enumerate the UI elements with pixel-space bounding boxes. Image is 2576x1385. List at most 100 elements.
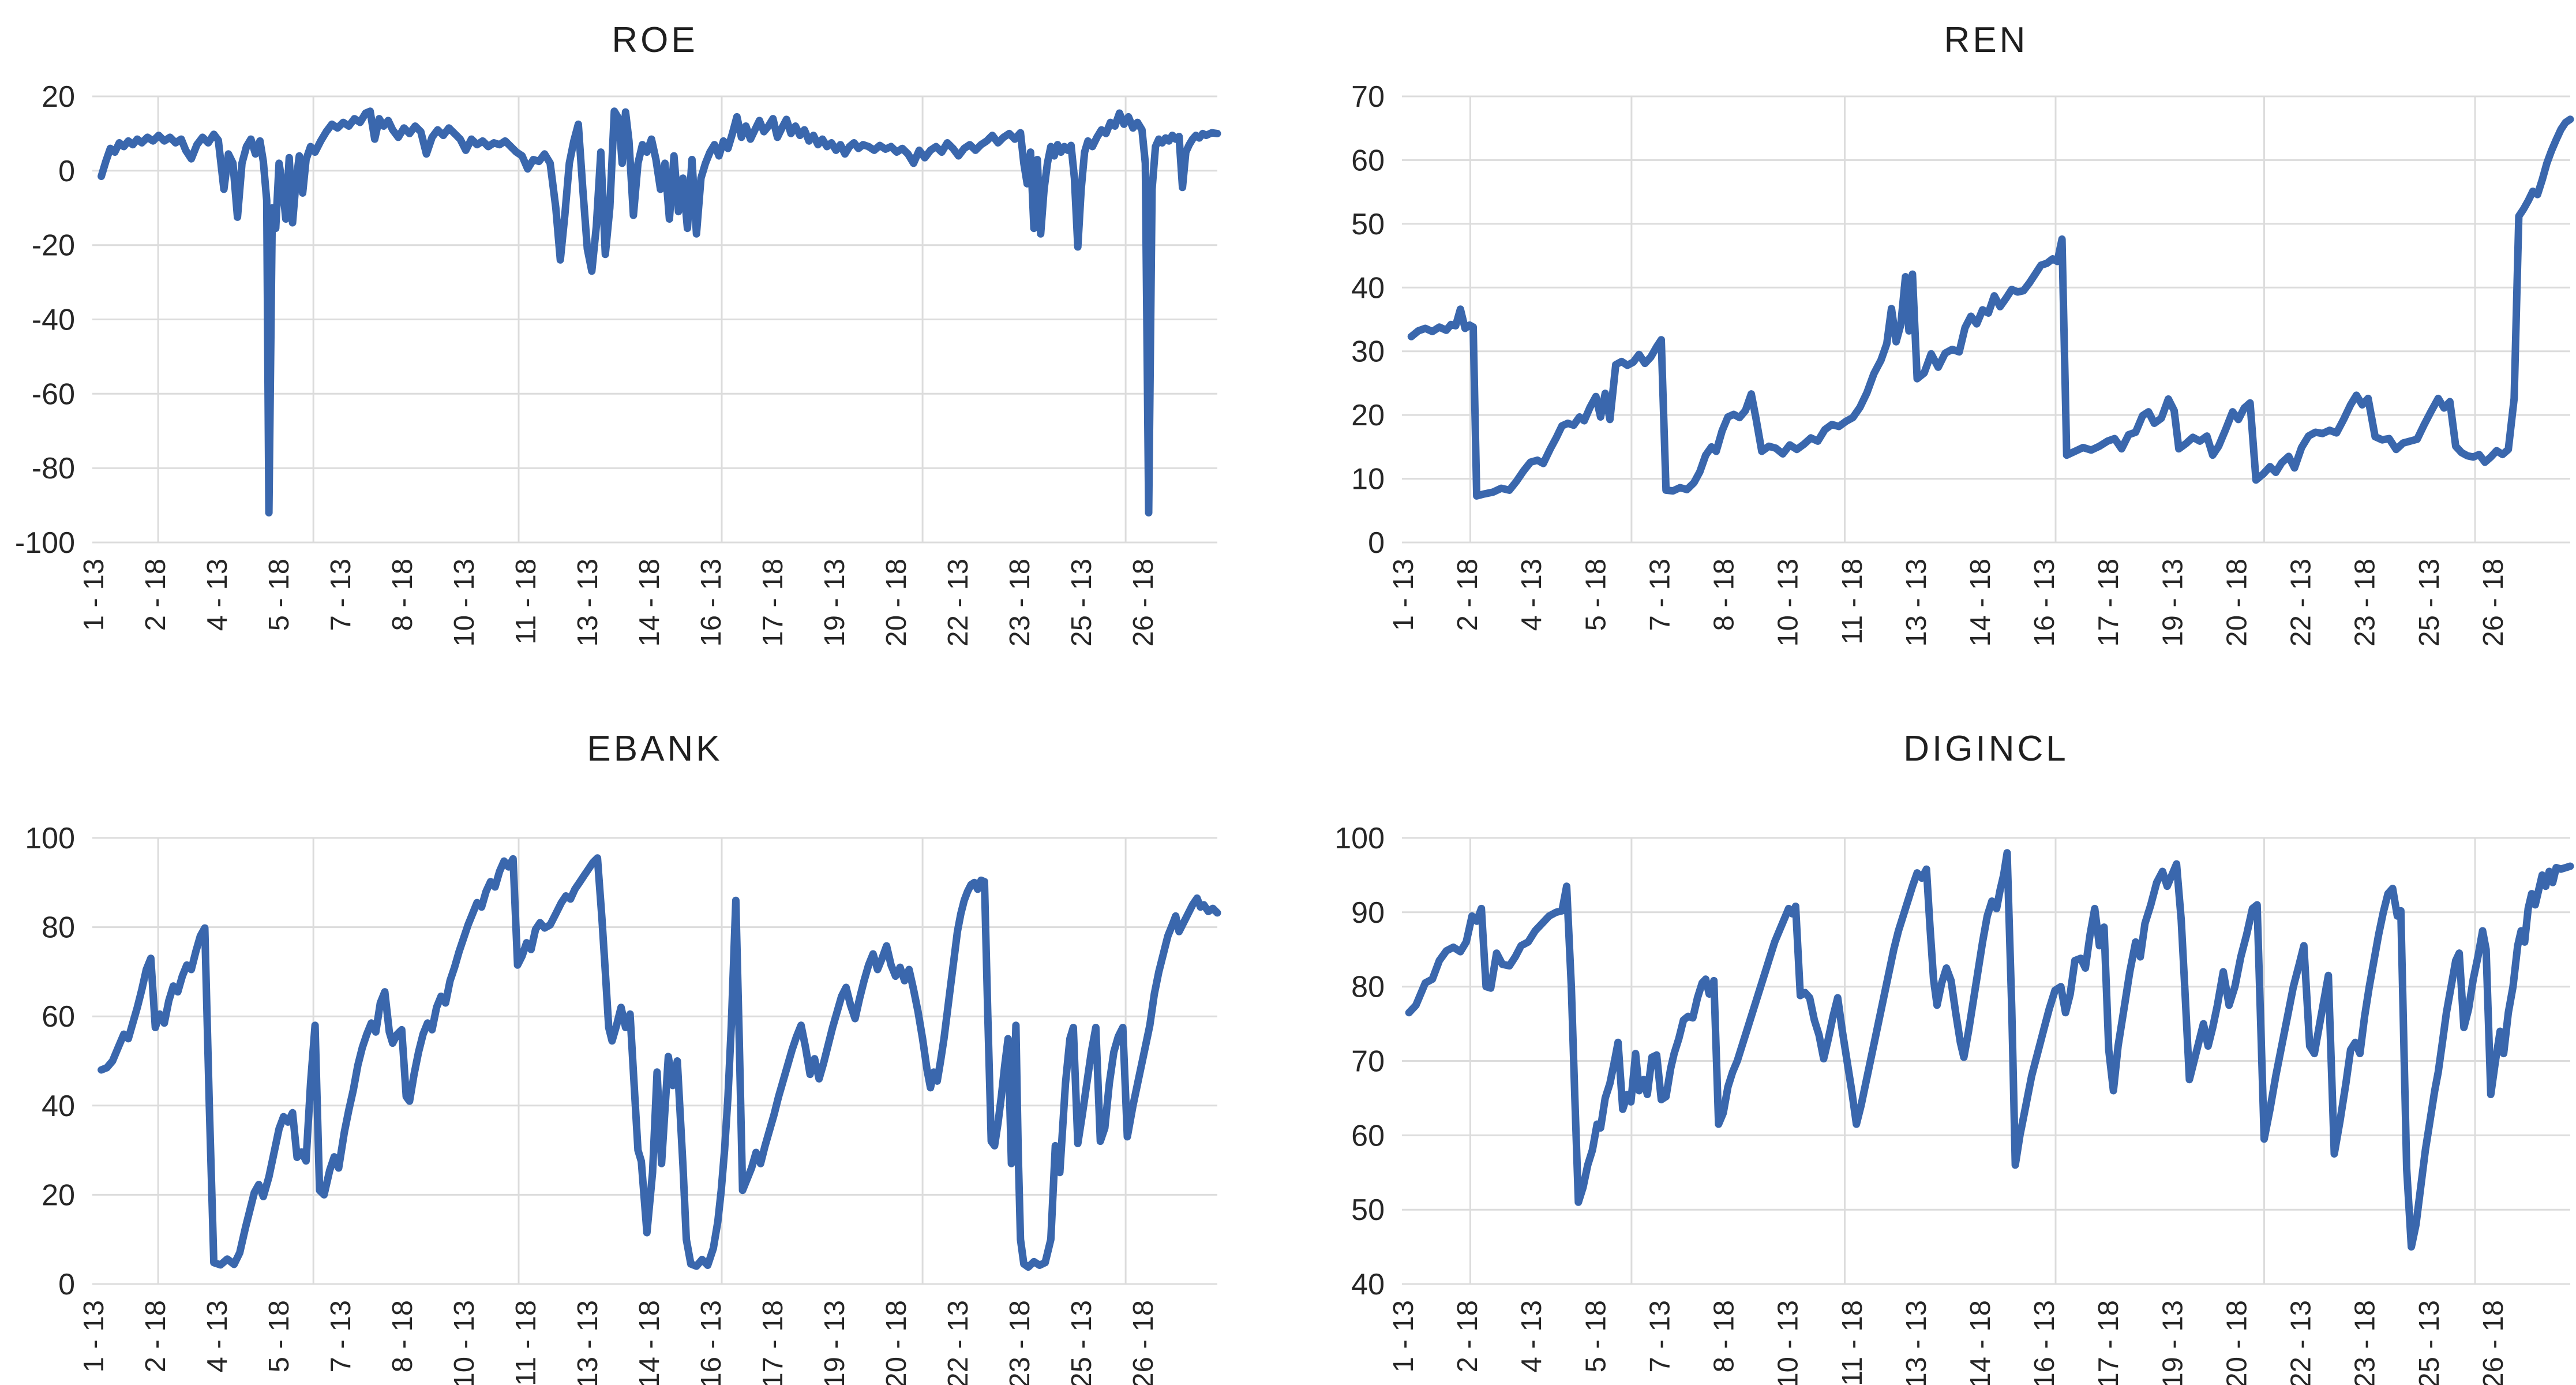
- x-tick-label: 10 - 13: [1773, 559, 1804, 647]
- ren-line-chart: 70 60 50 40 30 20 10 01 - 13 2 - 18 4 - 13 5 - 18 7…: [1351, 80, 2574, 647]
- x-tick-label: 1 - 13: [78, 1300, 110, 1372]
- y-tick-label: 40: [1351, 1268, 1385, 1301]
- x-tick-label: 26 - 18: [2478, 1300, 2509, 1385]
- x-tick-label: 5 - 18: [264, 1300, 295, 1372]
- y-tick-label: 100: [1334, 822, 1385, 855]
- y-tick-label: 60: [1351, 1119, 1385, 1152]
- x-tick-label: 4 - 13: [1516, 1300, 1547, 1372]
- x-tick-label: 25 - 13: [2414, 559, 2445, 647]
- x-tick-label: 17 - 18: [758, 1300, 789, 1385]
- x-tick-label: 8 - 18: [1709, 1300, 1740, 1372]
- y-tick-label: -80: [32, 452, 75, 485]
- x-tick-label: 14 - 18: [634, 559, 665, 647]
- data-line: [1407, 115, 2574, 500]
- x-tick-label: 8 - 18: [387, 559, 418, 631]
- x-tick-label: 11 - 18: [511, 1300, 542, 1385]
- y-tick-label: 90: [1351, 896, 1385, 930]
- x-tick-label: 7 - 13: [1644, 559, 1675, 631]
- x-tick-label: 25 - 13: [1066, 559, 1097, 647]
- x-tick-label: 20 - 18: [2222, 559, 2253, 647]
- y-tick-label: 50: [1351, 208, 1385, 241]
- y-tick-label: 20: [42, 1178, 75, 1212]
- digincl-line-chart: 100 90 80 70 60 50 401 - 13 2 - 18 4 - 13 5 - 18 7…: [1334, 822, 2574, 1385]
- x-tick-label: 8 - 18: [387, 1300, 418, 1372]
- chart-title-ren: REN: [1944, 20, 2028, 60]
- x-tick-label: 13 - 13: [572, 559, 603, 647]
- y-tick-label: 80: [1351, 971, 1385, 1004]
- y-tick-label: -60: [32, 377, 75, 411]
- x-tick-label: 26 - 18: [1128, 559, 1159, 647]
- y-tick-label: 40: [42, 1090, 75, 1123]
- y-tick-label: 30: [1351, 335, 1385, 369]
- x-tick-label: 16 - 13: [696, 559, 727, 647]
- x-tick-label: 17 - 18: [2093, 559, 2124, 647]
- x-tick-label: 13 - 13: [572, 1300, 603, 1385]
- x-tick-label: 7 - 13: [325, 559, 357, 631]
- chart-digincl: DIGINCL 100 90 80 70 60 50 40 1 - 13 2 - 18 4 - 1…: [1288, 692, 2576, 1385]
- data-line: [1405, 849, 2574, 1251]
- x-tick-label: 13 - 13: [1901, 559, 1932, 647]
- x-tick-label: 1 - 13: [1388, 559, 1419, 631]
- x-tick-label: 4 - 13: [1516, 559, 1547, 631]
- x-tick-label: 26 - 18: [2478, 559, 2509, 647]
- x-tick-label: 22 - 13: [943, 1300, 974, 1385]
- x-tick-label: 22 - 13: [2286, 1300, 2317, 1385]
- x-tick-label: 26 - 18: [1128, 1300, 1159, 1385]
- x-tick-label: 22 - 13: [943, 559, 974, 647]
- x-tick-label: 7 - 13: [1644, 1300, 1675, 1372]
- x-tick-label: 5 - 18: [1580, 559, 1611, 631]
- x-tick-label: 20 - 18: [881, 559, 912, 647]
- chart-title-roe: ROE: [612, 20, 698, 60]
- x-tick-label: 25 - 13: [2414, 1300, 2445, 1385]
- x-tick-label: 25 - 13: [1066, 1300, 1097, 1385]
- y-tick-label: 80: [42, 911, 75, 945]
- x-tick-label: 8 - 18: [1709, 559, 1740, 631]
- y-tick-label: 100: [25, 822, 75, 855]
- y-tick-label: 60: [1351, 144, 1385, 177]
- x-tick-label: 4 - 13: [202, 1300, 233, 1372]
- x-tick-label: 11 - 18: [1837, 1300, 1868, 1385]
- x-tick-label: 23 - 18: [2350, 559, 2381, 647]
- x-tick-label: 5 - 18: [1580, 1300, 1611, 1372]
- y-tick-label: 0: [58, 1268, 75, 1301]
- x-tick-label: 10 - 13: [449, 559, 480, 647]
- x-tick-label: 13 - 13: [1901, 1300, 1932, 1385]
- y-tick-label: 40: [1351, 271, 1385, 305]
- y-tick-label: 70: [1351, 1045, 1385, 1079]
- x-tick-label: 2 - 18: [1452, 559, 1483, 631]
- y-tick-label: 60: [42, 1000, 75, 1034]
- x-tick-label: 23 - 18: [1004, 1300, 1036, 1385]
- x-tick-label: 1 - 13: [78, 559, 110, 631]
- y-tick-label: -40: [32, 304, 75, 337]
- x-tick-label: 17 - 18: [758, 559, 789, 647]
- y-tick-label: 0: [1368, 526, 1385, 560]
- x-tick-label: 19 - 13: [2157, 1300, 2188, 1385]
- x-tick-label: 22 - 13: [2286, 559, 2317, 647]
- x-tick-label: 17 - 18: [2093, 1300, 2124, 1385]
- x-tick-label: 4 - 13: [202, 559, 233, 631]
- x-tick-label: 2 - 18: [1452, 1300, 1483, 1372]
- x-tick-label: 20 - 18: [2222, 1300, 2253, 1385]
- x-tick-label: 11 - 18: [1837, 559, 1868, 645]
- y-tick-label: 20: [1351, 399, 1385, 432]
- y-tick-label: 0: [58, 155, 75, 188]
- data-line: [98, 107, 1221, 516]
- x-tick-label: 7 - 13: [325, 1300, 357, 1372]
- x-tick-label: 19 - 13: [819, 1300, 850, 1385]
- y-tick-label: -20: [32, 229, 75, 263]
- y-tick-label: 10: [1351, 463, 1385, 496]
- x-tick-label: 11 - 18: [511, 559, 542, 645]
- x-tick-label: 23 - 18: [2350, 1300, 2381, 1385]
- y-tick-label: -100: [15, 526, 75, 560]
- x-tick-label: 14 - 18: [1965, 1300, 1996, 1385]
- x-tick-label: 16 - 13: [2029, 1300, 2060, 1385]
- x-tick-label: 1 - 13: [1388, 1300, 1419, 1372]
- chart-title-digincl: DIGINCL: [1903, 729, 2069, 769]
- x-tick-label: 16 - 13: [696, 1300, 727, 1385]
- ebank-line-chart: 100 80 60 40 20 01 - 13 2 - 18 4 - 13 5 - 18 7 - …: [25, 822, 1221, 1385]
- x-tick-label: 10 - 13: [1773, 1300, 1804, 1385]
- x-tick-label: 20 - 18: [881, 1300, 912, 1385]
- y-tick-label: 70: [1351, 80, 1385, 114]
- chart-title-ebank: EBANK: [587, 729, 723, 769]
- y-tick-label: 20: [42, 80, 75, 114]
